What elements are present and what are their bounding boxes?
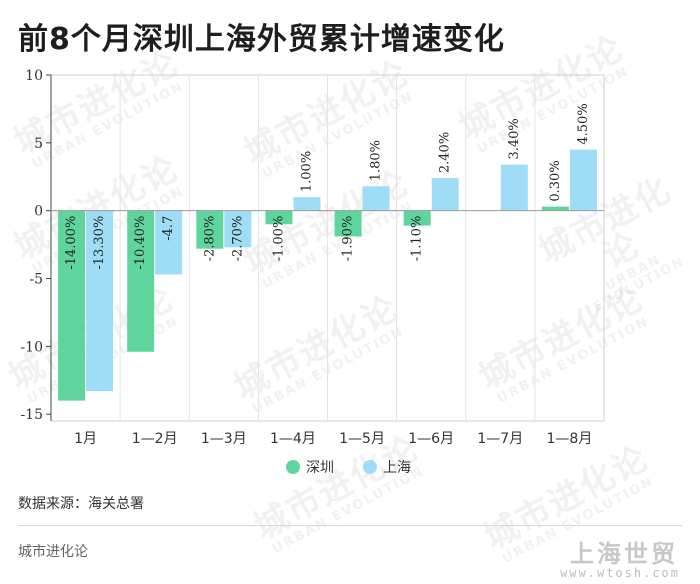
site-url: www.wtosh.com [560, 566, 680, 580]
y-tick-label: 0 [34, 204, 43, 220]
x-tick-label: 1—3月 [201, 431, 247, 447]
bar [86, 210, 114, 392]
bar [541, 206, 569, 211]
bar [293, 197, 321, 211]
y-tick-label: 5 [34, 136, 43, 152]
data-label: -1.10% [410, 216, 425, 262]
bar [127, 210, 155, 352]
data-label: 1.80% [369, 140, 384, 181]
x-tick-label: 1—6月 [408, 431, 454, 447]
legend-swatch [286, 460, 300, 474]
data-label: -2.70% [230, 216, 245, 262]
data-label: -10.40% [133, 216, 148, 270]
data-label: -13.30% [92, 216, 107, 270]
data-label: -1.90% [341, 216, 356, 262]
chart-title: 前8个月深圳上海外贸累计增速变化 [18, 22, 505, 57]
bar [265, 210, 293, 225]
data-label: 1.00% [299, 151, 314, 192]
data-label: -2.80% [202, 216, 217, 262]
legend-swatch [363, 460, 377, 474]
x-tick-label: 1—5月 [339, 431, 385, 447]
footer-divider [18, 525, 682, 526]
bar [362, 186, 390, 211]
bar [403, 210, 431, 226]
bar-chart: 10 5 0 -5 -10 -15 -14.00% -13.30% -10.40% -4.7 -2.… [20, 68, 605, 476]
x-tick-label: 1—8月 [547, 431, 593, 447]
data-label: -14.00% [64, 216, 79, 270]
bar [500, 164, 528, 211]
bar [155, 210, 183, 275]
data-label: 3.40% [507, 118, 522, 159]
data-label: 2.40% [438, 132, 453, 173]
bar [196, 210, 224, 249]
data-label: -1.00% [271, 216, 286, 262]
bar [334, 210, 362, 237]
y-tick-label: -15 [20, 407, 43, 423]
bar [224, 210, 252, 248]
y-tick-label: -10 [20, 339, 43, 355]
x-tick-label: 1—7月 [477, 431, 523, 447]
data-source: 数据来源：海关总署 [18, 496, 144, 512]
bar [569, 149, 597, 211]
brand-name: 城市进化论 [18, 544, 88, 560]
x-tick-label: 1月 [74, 431, 97, 447]
y-tick-label: 10 [25, 68, 43, 84]
data-label: 0.30% [548, 160, 563, 201]
y-tick-label: -5 [29, 272, 43, 288]
bar [58, 210, 86, 401]
site-logo-watermark: 上海世贸 [570, 540, 678, 568]
legend-label: 深圳 [306, 460, 334, 476]
data-label: -4.7 [161, 216, 176, 241]
x-tick-label: 1—2月 [132, 431, 178, 447]
data-label: 4.50% [576, 103, 591, 144]
legend-label: 上海 [383, 460, 411, 476]
x-tick-label: 1—4月 [270, 431, 316, 447]
bar [431, 178, 459, 211]
